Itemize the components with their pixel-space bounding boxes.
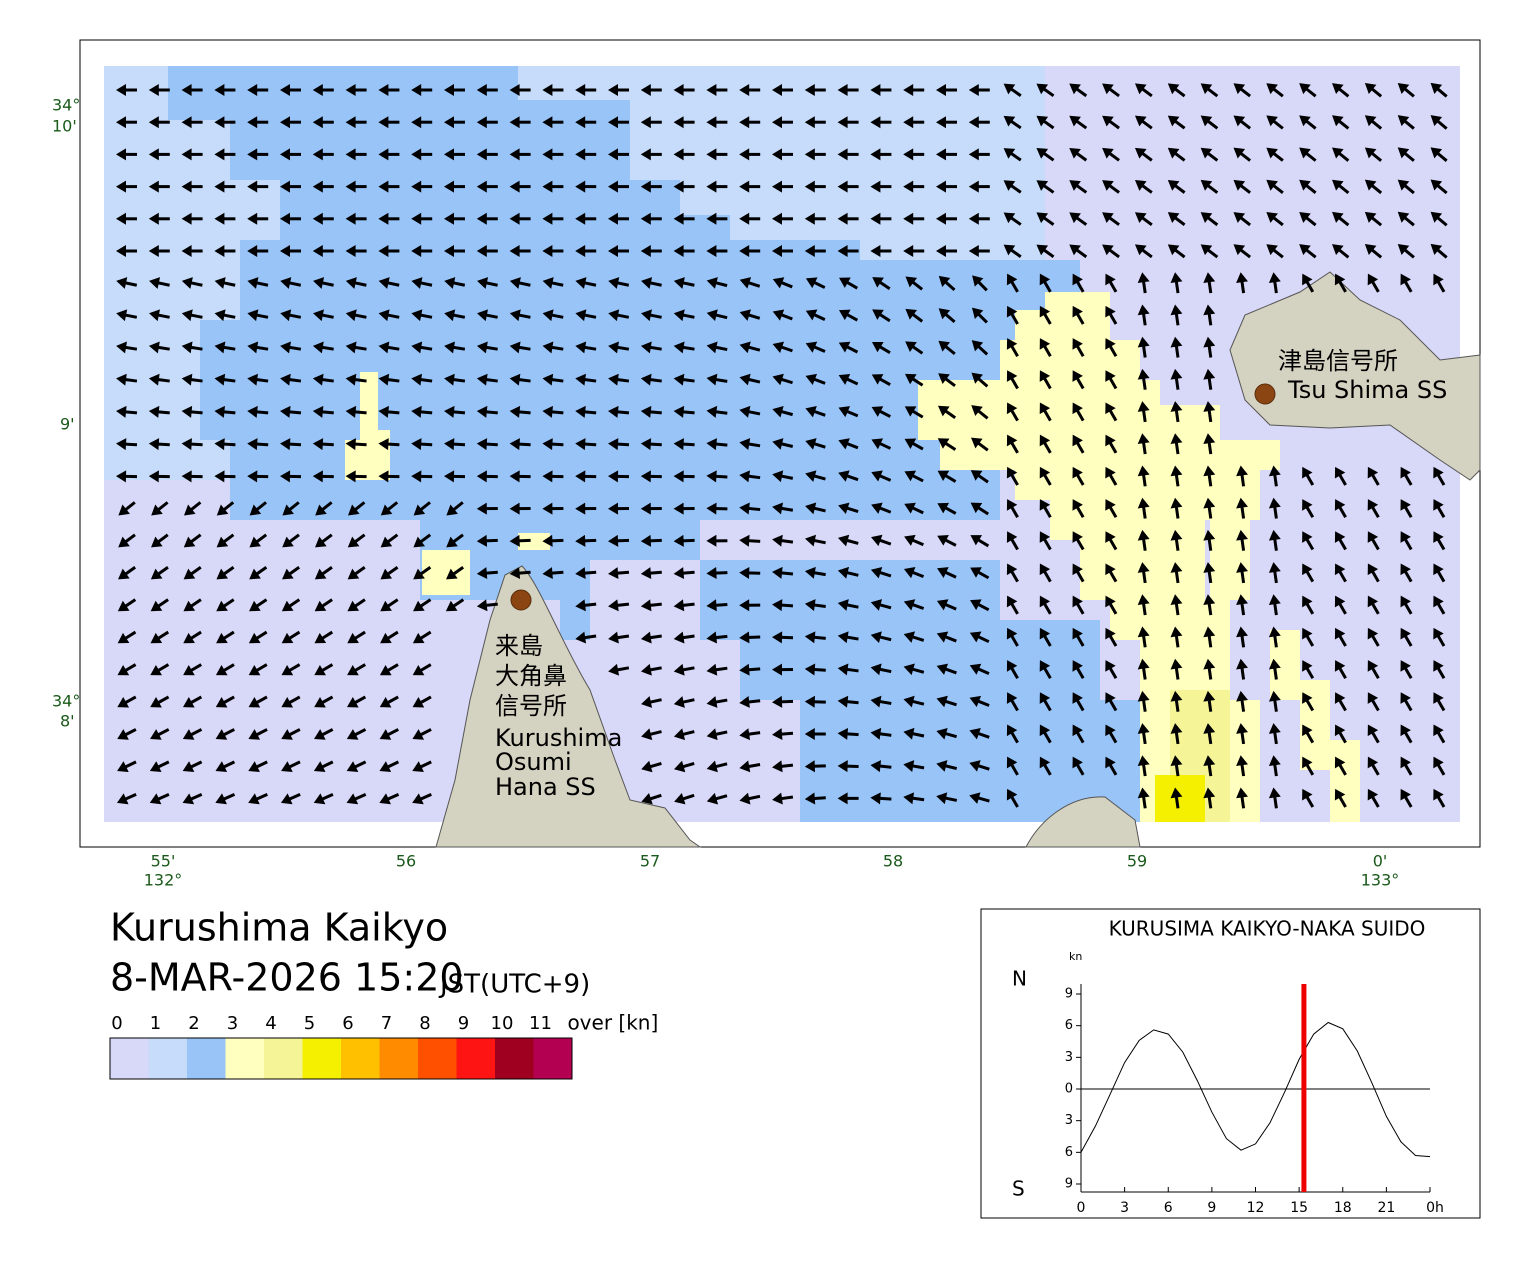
lat-label: 34° [52,692,80,711]
place-label: 大角鼻 [495,662,567,690]
y-tick-label: 9 [1065,987,1073,1002]
x-tick-label: 0 [1077,1200,1086,1216]
legend-swatch [495,1038,534,1079]
tide-panel [981,909,1480,1218]
lat-label: 34° [52,96,80,115]
legend-tick: 10 [491,1013,514,1034]
legend-tick: 2 [188,1013,199,1034]
lon-label: 0' [1373,852,1388,871]
x-tick-label: 6 [1164,1200,1173,1216]
y-tick-label: 9 [1065,1177,1073,1192]
legend-tick: 9 [458,1013,469,1034]
x-tick-label: 12 [1247,1200,1265,1216]
legend-tick: 4 [265,1013,276,1034]
title: Kurushima Kaikyo [110,906,448,950]
lon-label: 58 [883,852,903,871]
x-tick-label: 18 [1334,1200,1352,1216]
lat-label: 9' [60,415,75,434]
y-tick-label: 6 [1065,1018,1073,1033]
lat-label: 8' [60,712,75,731]
signal-station [511,590,531,610]
legend-swatch [457,1038,496,1079]
legend-tick: 11 [529,1013,552,1034]
datetime: 8-MAR-2026 15:20 [110,956,464,1000]
y-tick-label: 3 [1065,1050,1073,1065]
y-tick-label: 3 [1065,1113,1073,1128]
x-tick-label: 9 [1207,1200,1216,1216]
legend-swatch [149,1038,188,1079]
chart-title: KURUSIMA KAIKYO-NAKA SUIDO [1109,917,1426,941]
legend-swatch [418,1038,457,1079]
legend-tick: 7 [381,1013,392,1034]
lon-label: 57 [640,852,660,871]
legend-swatch [534,1038,573,1079]
lon-label: 133° [1361,871,1400,890]
legend-unit: over [kn] [567,1011,658,1035]
south-label: S [1012,1177,1025,1201]
place-label: Tsu Shima SS [1287,376,1447,404]
lon-labels: 55' 132° 56 57 58 59 0' 133° [144,852,1400,890]
place-label: Osumi [495,748,572,776]
legend-tick: 1 [150,1013,161,1034]
legend-swatch [303,1038,342,1079]
lon-label: 55' [151,852,176,871]
timezone: JST(UTC+9) [438,970,590,1000]
lon-label: 56 [396,852,416,871]
x-tick-label: 0h [1426,1200,1444,1216]
place-label: 来島 [495,632,543,660]
x-tick-label: 3 [1120,1200,1129,1216]
place-label: 信号所 [495,692,567,720]
lat-label: 10' [52,117,77,136]
legend-tick: 6 [342,1013,353,1034]
legend-tick: 5 [304,1013,315,1034]
place-label: 津島信号所 [1278,347,1398,375]
lon-label: 132° [144,871,183,890]
legend-swatch [187,1038,226,1079]
speed-zone [1155,775,1205,822]
legend-tick: 3 [227,1013,238,1034]
legend-swatch [341,1038,380,1079]
signal-station [1255,384,1275,404]
x-tick-label: 15 [1290,1200,1308,1216]
lat-labels: 34° 10' 9' 34° 8' [52,96,80,731]
legend-swatch [264,1038,303,1079]
north-label: N [1012,967,1027,991]
legend-tick: 0 [111,1013,122,1034]
place-label: Hana SS [495,773,596,801]
color-legend: 0 1 2 3 4 5 6 7 8 9 10 11 over [kn] [110,1011,658,1080]
x-tick-label: 21 [1377,1200,1395,1216]
legend-swatch [226,1038,265,1079]
legend-swatch [380,1038,419,1079]
legend-tick: 8 [419,1013,430,1034]
lon-label: 59 [1127,852,1147,871]
y-tick-label: 6 [1065,1145,1073,1160]
unit-label: kn [1069,950,1082,963]
legend-swatch [110,1038,149,1079]
y-tick-label: 0 [1065,1082,1073,1097]
